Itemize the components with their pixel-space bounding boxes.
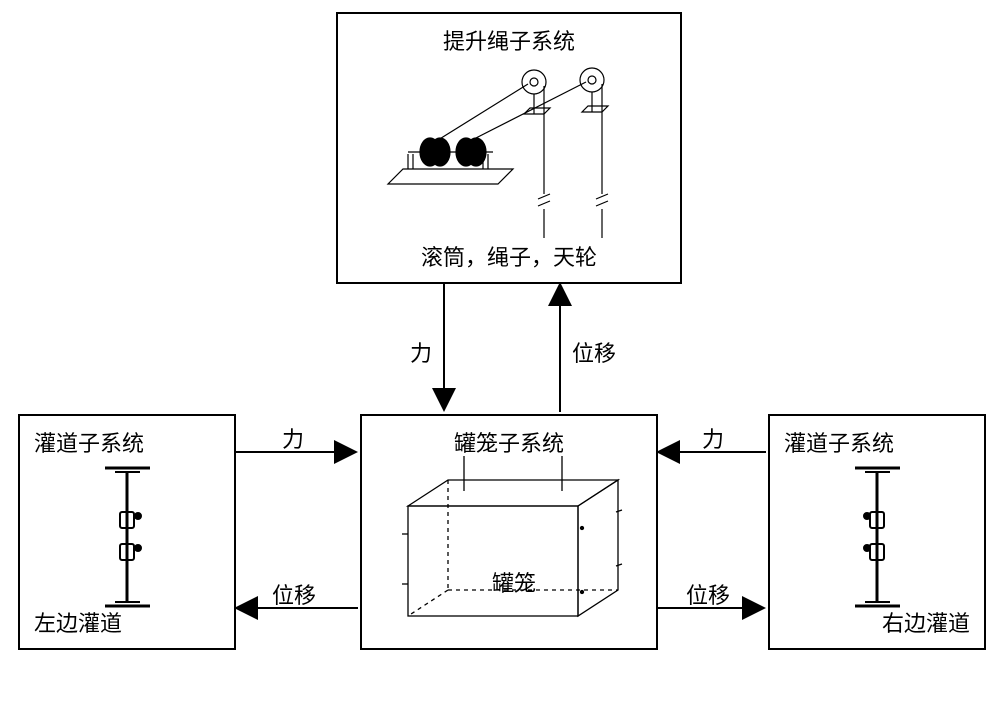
left-guide-box: 灌道子系统 左边灌道: [18, 414, 236, 650]
arrow-label-disp-right: 位移: [686, 578, 730, 610]
left-guide-caption: 左边灌道: [34, 606, 122, 638]
right-guide-box: 灌道子系统 右边灌道: [768, 414, 986, 650]
cage-caption: 罐笼: [492, 566, 536, 598]
arrow-label-force-top: 力: [410, 336, 432, 368]
right-guide-caption: 右边灌道: [882, 606, 970, 638]
arrow-label-disp-left: 位移: [272, 578, 316, 610]
arrow-label-disp-top: 位移: [572, 336, 616, 368]
arrow-label-force-right: 力: [702, 422, 724, 454]
cage-illustration: [362, 416, 656, 648]
cage-system-box: 罐笼子系统: [360, 414, 658, 650]
rope-system-box: 提升绳子系统: [336, 12, 682, 284]
diagram-canvas: 提升绳子系统: [0, 0, 1000, 728]
rope-system-caption: 滚筒，绳子，天轮: [338, 240, 680, 272]
arrow-label-force-left: 力: [282, 422, 304, 454]
